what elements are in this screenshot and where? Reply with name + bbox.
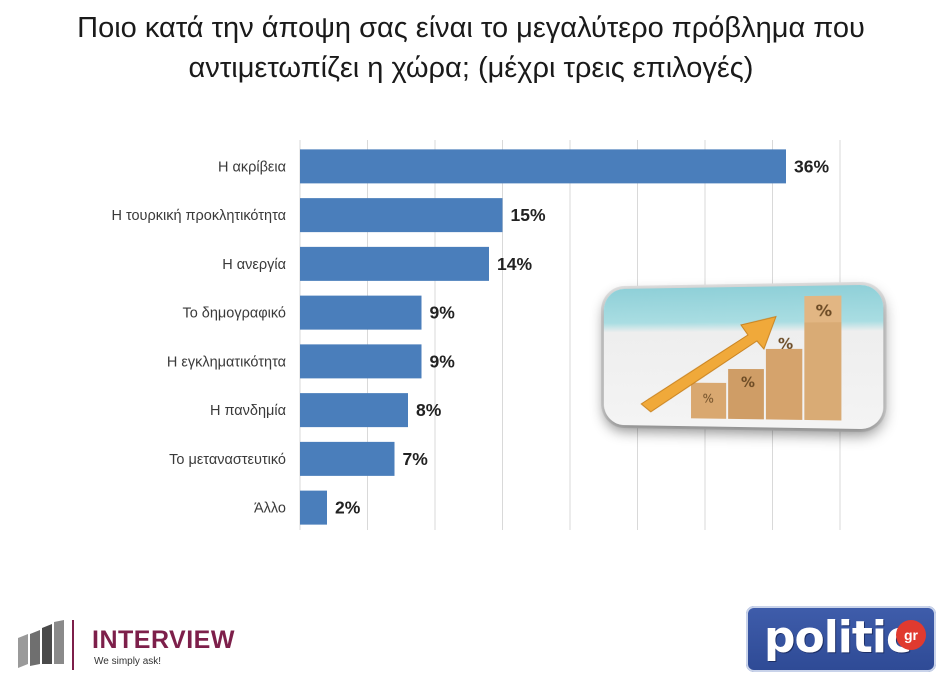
- svg-text:%: %: [816, 300, 833, 320]
- interview-bars-icon: [14, 618, 84, 672]
- bar: [300, 149, 786, 183]
- bar: [300, 491, 327, 525]
- bar: [300, 296, 422, 330]
- category-label: Η πανδημία: [210, 403, 286, 419]
- category-label: Το μεταναστευτικό: [169, 452, 286, 468]
- interview-tagline: We simply ask!: [94, 656, 161, 667]
- bar: [300, 198, 503, 232]
- value-label: 15%: [511, 205, 546, 225]
- politic-logo: politic gr: [746, 606, 936, 672]
- title-line-1: Ποιο κατά την άποψη σας είναι το μεγαλύτ…: [0, 8, 942, 48]
- value-label: 8%: [416, 400, 442, 420]
- value-label: 14%: [497, 254, 532, 274]
- bar: [300, 247, 489, 281]
- growth-arrow-icon: % % % %: [604, 285, 884, 430]
- block-4: [804, 322, 841, 420]
- interview-logo: INTERVIEW We simply ask!: [14, 618, 234, 672]
- chart-title: Ποιο κατά την άποψη σας είναι το μεγαλύτ…: [0, 8, 942, 88]
- svg-text:%: %: [741, 375, 755, 391]
- value-label: 7%: [403, 449, 429, 469]
- category-label: Η ανεργία: [222, 257, 286, 273]
- politic-name: politic: [764, 612, 911, 663]
- interview-name: INTERVIEW: [92, 626, 235, 655]
- block-3: [766, 349, 802, 420]
- title-line-2: αντιμετωπίζει η χώρα; (μέχρι τρεις επιλο…: [0, 48, 942, 88]
- category-label: Η εγκληματικότητα: [167, 354, 286, 370]
- category-label: Άλλο: [254, 501, 286, 517]
- value-label: 2%: [335, 498, 361, 518]
- bar: [300, 442, 395, 476]
- value-label: 9%: [430, 351, 456, 371]
- svg-text:%: %: [778, 335, 794, 353]
- category-label: Η ακρίβεια: [218, 159, 286, 175]
- value-label: 36%: [794, 156, 829, 176]
- category-label: Το δημογραφικό: [182, 306, 286, 322]
- bar: [300, 393, 408, 427]
- svg-text:%: %: [703, 391, 714, 405]
- category-label: Η τουρκική προκλητικότητα: [111, 208, 286, 224]
- percent-growth-photo: % % % %: [604, 285, 884, 430]
- politic-gr-badge: gr: [896, 620, 926, 650]
- bar: [300, 344, 422, 378]
- value-label: 9%: [430, 303, 456, 323]
